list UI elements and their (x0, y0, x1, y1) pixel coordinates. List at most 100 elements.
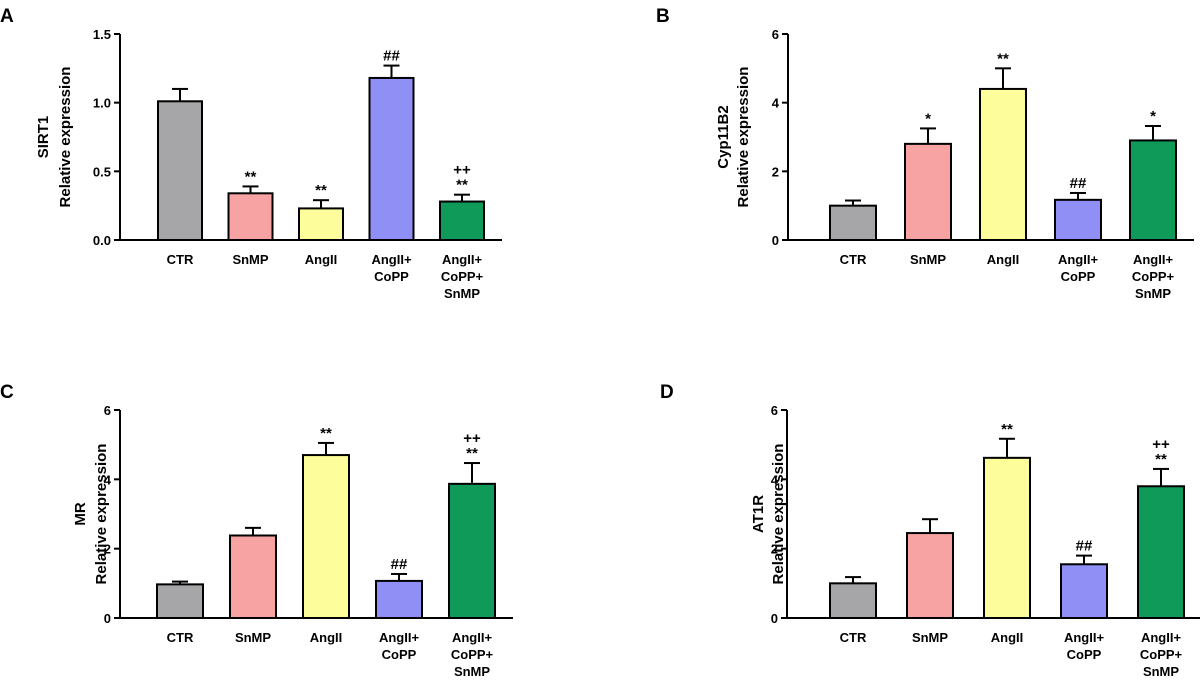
y-axis-gene-label: AT1R (750, 495, 767, 533)
bar-snmp (906, 532, 954, 619)
bar-snmp (227, 192, 274, 242)
bar-angii (979, 87, 1027, 241)
x-tick-label: AngII+ (1141, 630, 1181, 645)
x-tick-label: AngII+ (371, 252, 411, 267)
y-tick-label: 0 (772, 233, 779, 248)
significance-label: ** (1155, 451, 1167, 468)
significance-label: * (925, 110, 931, 127)
significance-label: ** (320, 425, 332, 442)
significance-label: ## (391, 556, 408, 573)
bar-snmp (229, 534, 277, 620)
x-tick-label: AngII (987, 252, 1020, 267)
y-tick-label: 6 (772, 27, 779, 42)
bar-angii (983, 456, 1031, 619)
x-tick-label: AngII+ (442, 252, 482, 267)
significance-label: ## (383, 48, 400, 65)
chart-panel-b: B 0 2 4 6 Cyp11B2 Relative expression CTR * SnMP *… (656, 6, 1194, 301)
y-tick-label: 6 (771, 403, 778, 418)
significance-label: ## (1076, 538, 1093, 555)
x-tick-label: CoPP+ (441, 269, 484, 284)
bar-ctr (829, 204, 877, 242)
x-tick-label: AngII (305, 252, 338, 267)
x-tick-label: SnMP (910, 252, 946, 267)
bar-snmp (904, 142, 952, 241)
bar-ctr (156, 583, 204, 620)
x-tick-label: CTR (167, 252, 194, 267)
x-tick-label: AngII+ (452, 630, 492, 645)
y-axis-label: Relative expression (735, 67, 752, 208)
y-axis-gene-label: SIRT1 (35, 116, 52, 159)
bar-angii-copp-snmp (439, 200, 485, 241)
y-axis-gene-label: Cyp11B2 (715, 105, 732, 168)
significance-label: ** (315, 182, 327, 199)
significance-label: ++ (1152, 436, 1170, 453)
x-tick-label: CoPP (1067, 647, 1102, 662)
x-tick-label: AngII+ (1133, 252, 1173, 267)
x-tick-label: SnMP (235, 630, 271, 645)
x-tick-label: SnMP (912, 630, 948, 645)
y-axis-label: Relative expression (57, 67, 74, 208)
bar-ctr (157, 100, 203, 241)
y-axis-label: Relative expression (770, 444, 787, 585)
x-tick-label: SnMP (232, 252, 268, 267)
x-tick-label: CoPP (382, 647, 417, 662)
x-tick-label: SnMP (444, 286, 480, 301)
x-tick-label: CTR (840, 252, 867, 267)
significance-label: * (1150, 108, 1156, 125)
significance-label: ++ (463, 430, 481, 447)
x-tick-label: AngII+ (379, 630, 419, 645)
x-tick-label: AngII+ (1064, 630, 1104, 645)
y-tick-label: 2 (104, 542, 111, 557)
y-tick-label: 4 (771, 472, 779, 487)
y-axis-label: Relative expression (93, 444, 110, 585)
x-tick-label: SnMP (1135, 286, 1171, 301)
y-tick-label: 0 (771, 611, 778, 626)
y-tick-label: 4 (104, 472, 112, 487)
significance-label: ** (466, 445, 478, 462)
panel-letter: A (0, 6, 14, 27)
x-tick-label: CoPP+ (451, 647, 494, 662)
x-tick-label: CoPP+ (1132, 269, 1175, 284)
y-tick-label: 6 (104, 403, 111, 418)
bar-ctr (829, 582, 877, 619)
bar-angii-copp (1060, 563, 1108, 619)
significance-label: ** (245, 168, 257, 185)
x-tick-label: CoPP (374, 269, 409, 284)
y-tick-label: 0.0 (93, 233, 111, 248)
panel-letter: D (660, 382, 674, 403)
chart-panel-d: D 0 2 4 6 AT1R Relative expression CTR SnMP ** Ang… (660, 382, 1200, 679)
bar-angii-copp (368, 76, 415, 241)
significance-label: ** (997, 50, 1009, 67)
x-tick-label: CoPP (1061, 269, 1096, 284)
x-tick-label: AngII (310, 630, 343, 645)
bar-angii-copp (375, 579, 423, 620)
bar-angii-copp-snmp (1137, 485, 1185, 619)
bar-angii (302, 454, 350, 620)
x-tick-label: CTR (840, 630, 867, 645)
y-tick-label: 1.5 (93, 27, 111, 42)
x-tick-label: AngII+ (1058, 252, 1098, 267)
significance-label: ++ (453, 162, 471, 179)
bar-angii-copp (1054, 198, 1102, 241)
bar-angii-copp-snmp (1129, 139, 1177, 241)
x-tick-label: CoPP+ (1140, 647, 1183, 662)
significance-label: ** (1001, 421, 1013, 438)
panel-letter: B (656, 6, 670, 27)
significance-label: ** (456, 177, 468, 194)
y-tick-label: 0.5 (93, 164, 111, 179)
panel-letter: C (0, 382, 14, 403)
y-tick-label: 1.0 (93, 96, 111, 111)
x-tick-label: CTR (167, 630, 194, 645)
y-axis-gene-label: MR (72, 502, 89, 525)
x-tick-label: SnMP (1143, 664, 1179, 679)
bar-angii-copp-snmp (448, 482, 496, 619)
bar-angii (298, 207, 344, 241)
significance-label: ## (1070, 175, 1087, 192)
y-tick-label: 2 (772, 164, 779, 179)
chart-panel-c: C 0 2 4 6 MR Relative expression CTR SnMP ** AngII… (0, 382, 513, 679)
y-tick-label: 4 (772, 96, 780, 111)
y-tick-label: 0 (104, 611, 111, 626)
x-tick-label: AngII (991, 630, 1024, 645)
y-tick-label: 2 (771, 542, 778, 557)
